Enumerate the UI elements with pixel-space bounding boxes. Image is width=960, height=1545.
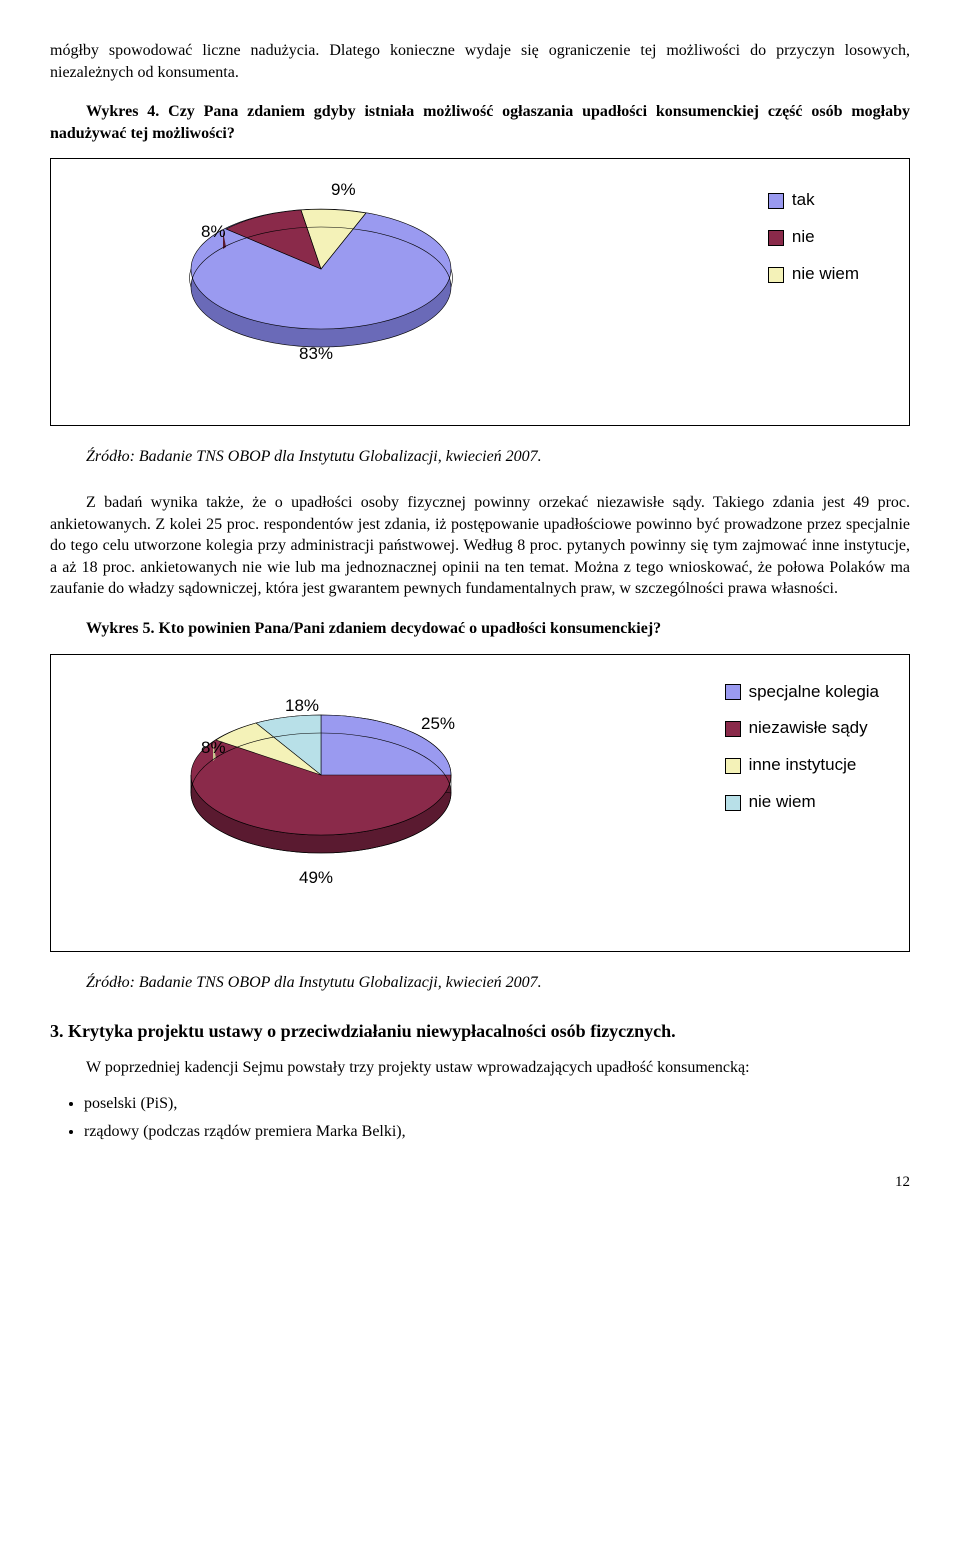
- swatch-tak: [768, 193, 784, 209]
- swatch-nie: [768, 230, 784, 246]
- list-item: poselski (PiS),: [84, 1093, 910, 1115]
- chart5-title: Wykres 5. Kto powinien Pana/Pani zdaniem…: [50, 618, 910, 640]
- chart5-pct-25: 25%: [421, 713, 455, 736]
- source1: Źródło: Badanie TNS OBOP dla Instytutu G…: [50, 446, 910, 468]
- chart4-pct-9: 9%: [331, 179, 356, 202]
- chart5-svg: [171, 665, 481, 885]
- swatch-niewiem2: [725, 795, 741, 811]
- section3-heading: 3. Krytyka projektu ustawy o przeciwdzia…: [50, 1019, 910, 1043]
- chart4-title: Wykres 4. Czy Pana zdaniem gdyby istniał…: [50, 101, 910, 144]
- legend-label: inne instytucje: [749, 754, 857, 777]
- page-number: 12: [50, 1172, 910, 1192]
- legend-label: tak: [792, 189, 815, 212]
- chart5-pct-49: 49%: [299, 867, 333, 890]
- legend-label: nie wiem: [749, 791, 816, 814]
- chart5-legend: specjalne kolegia niezawisłe sądy inne i…: [725, 681, 879, 829]
- chart4-container: 8% 9% 83% tak nie nie wiem: [50, 158, 910, 426]
- source2: Źródło: Badanie TNS OBOP dla Instytutu G…: [50, 972, 910, 994]
- paragraph-bottom: W poprzedniej kadencji Sejmu powstały tr…: [50, 1057, 910, 1079]
- legend-label: specjalne kolegia: [749, 681, 879, 704]
- bullet-list: poselski (PiS), rządowy (podczas rządów …: [84, 1093, 910, 1142]
- chart4-svg: [171, 169, 481, 369]
- chart5-pct-8: 8%: [201, 737, 226, 760]
- swatch-kolegia: [725, 684, 741, 700]
- swatch-sady: [725, 721, 741, 737]
- chart5-container: 8% 18% 25% 49% specjalne kolegia niezawi…: [50, 654, 910, 952]
- list-item: rządowy (podczas rządów premiera Marka B…: [84, 1121, 910, 1143]
- chart4-legend: tak nie nie wiem: [768, 189, 859, 300]
- swatch-inne: [725, 758, 741, 774]
- chart4-pct-83: 83%: [299, 343, 333, 366]
- legend-label: nie: [792, 226, 815, 249]
- legend-label: nie wiem: [792, 263, 859, 286]
- paragraph-top: mógłby spowodować liczne nadużycia. Dlat…: [50, 40, 910, 83]
- swatch-niewiem: [768, 267, 784, 283]
- paragraph-mid: Z badań wynika także, że o upadłości oso…: [50, 492, 910, 600]
- chart4-pct-8: 8%: [201, 221, 226, 244]
- legend-label: niezawisłe sądy: [749, 717, 868, 740]
- chart5-pct-18: 18%: [285, 695, 319, 718]
